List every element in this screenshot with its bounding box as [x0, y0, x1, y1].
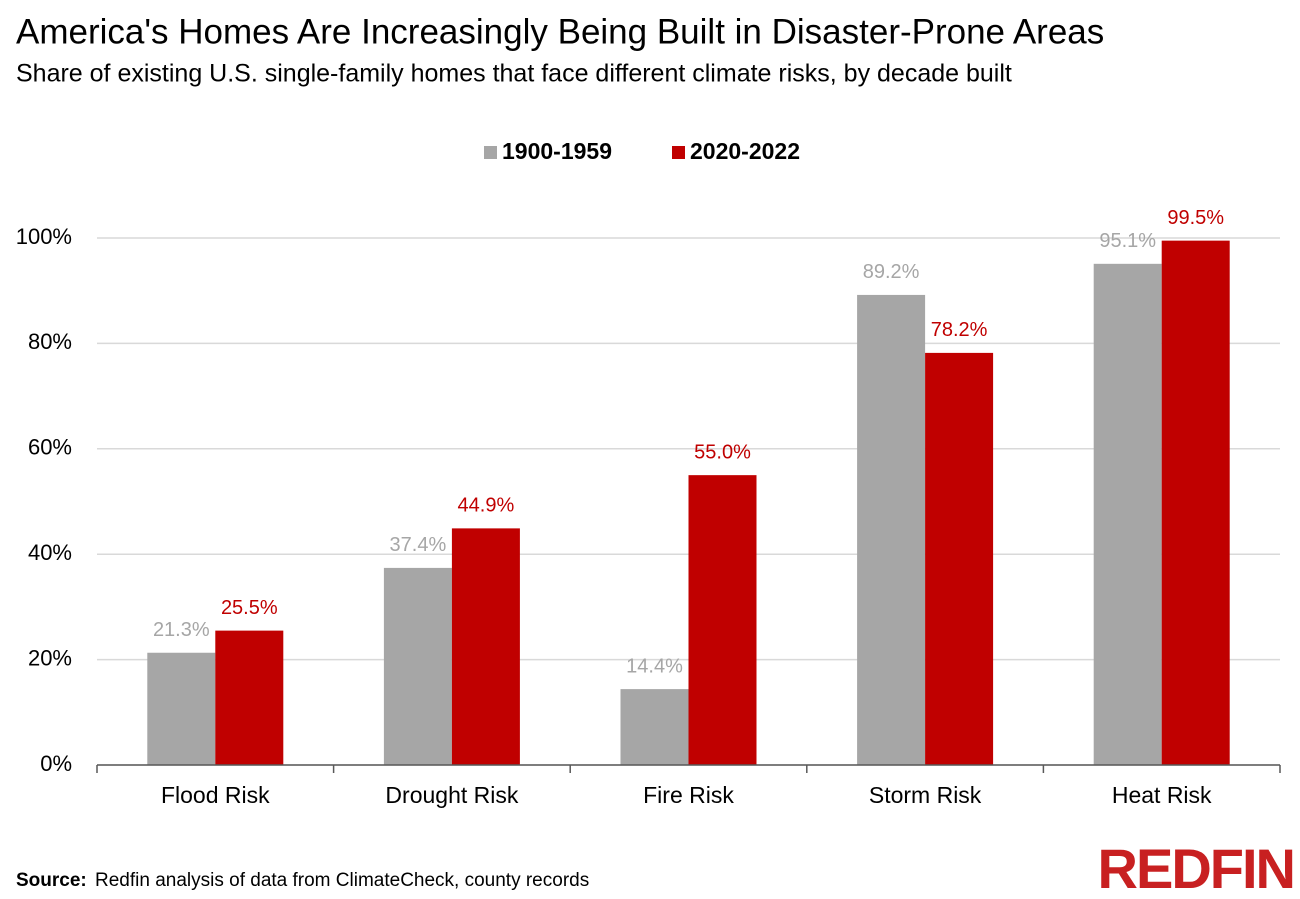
value-label: 37.4%: [390, 534, 447, 556]
x-tick-label: Drought Risk: [385, 782, 518, 808]
bar: [688, 475, 757, 765]
bar: [925, 352, 994, 765]
chart-title: America's Homes Are Increasingly Being B…: [16, 12, 1104, 51]
y-tick-label: 100%: [16, 224, 72, 249]
bar: [147, 652, 216, 765]
x-tick-label: Fire Risk: [643, 782, 734, 808]
legend-label: 1900-1959: [502, 138, 612, 164]
x-tick-label: Storm Risk: [869, 782, 982, 808]
source-label: Source:: [16, 870, 87, 891]
value-label: 55.0%: [694, 441, 751, 463]
x-tick-label: Flood Risk: [161, 782, 270, 808]
bar: [215, 630, 284, 765]
legend-swatch: [484, 146, 497, 159]
bar: [451, 528, 520, 765]
y-tick-label: 20%: [28, 645, 72, 670]
y-tick-label: 40%: [28, 540, 72, 565]
value-label: 21.3%: [153, 619, 210, 641]
x-tick-label: Heat Risk: [1112, 782, 1212, 808]
source-text: Redfin analysis of data from ClimateChec…: [95, 870, 589, 891]
value-label: 99.5%: [1167, 207, 1224, 229]
value-label: 89.2%: [863, 261, 920, 283]
bar: [1093, 263, 1162, 765]
value-label: 25.5%: [221, 597, 278, 619]
logo: REDFIN: [1098, 837, 1294, 899]
value-label: 14.4%: [626, 655, 683, 677]
y-tick-label: 80%: [28, 329, 72, 354]
value-label: 78.2%: [931, 319, 988, 341]
y-tick-label: 60%: [28, 435, 72, 460]
legend-label: 2020-2022: [690, 138, 800, 164]
bar: [1161, 240, 1230, 765]
bar: [620, 689, 689, 765]
legend-swatch: [672, 146, 685, 159]
value-label: 44.9%: [458, 495, 515, 517]
bar: [383, 567, 452, 765]
y-tick-label: 0%: [40, 751, 72, 776]
bar: [857, 294, 926, 765]
chart-subtitle: Share of existing U.S. single-family hom…: [16, 60, 1012, 88]
value-label: 95.1%: [1099, 230, 1156, 252]
